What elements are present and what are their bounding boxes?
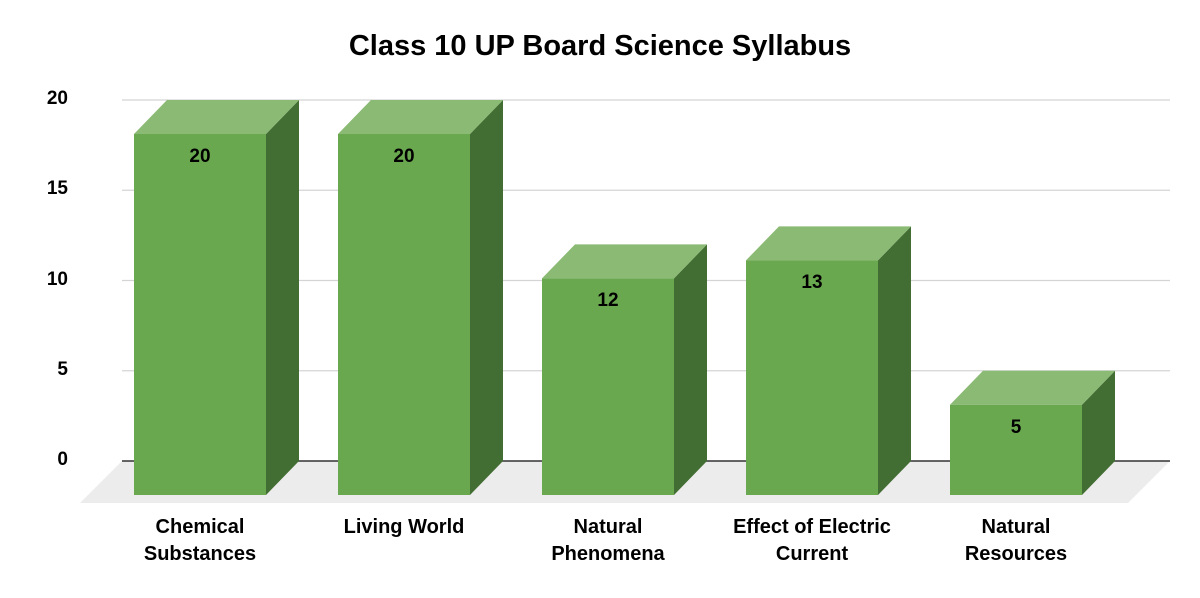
bar-value-label: 20	[189, 146, 211, 167]
x-category-label: Chemical Substances	[143, 516, 257, 565]
y-tick-label: 5	[57, 358, 68, 380]
bar-value-label: 12	[597, 290, 619, 312]
bar	[950, 370, 1115, 495]
chart-title: Class 10 UP Board Science Syllabus	[348, 30, 852, 62]
bar-front	[950, 404, 1082, 495]
bar-side	[674, 244, 707, 495]
bar-top	[338, 100, 503, 134]
y-tick-label: 20	[46, 88, 68, 109]
bar-value-label: 13	[801, 272, 823, 294]
bar-side	[266, 100, 299, 495]
bar-value-label: 5	[1010, 416, 1022, 438]
bar-front	[134, 134, 266, 495]
bar-front	[338, 134, 470, 495]
x-category-label: Effect of Electric Current	[733, 516, 891, 565]
bar	[746, 226, 911, 495]
y-tick-label: 15	[46, 178, 68, 200]
bar-side	[878, 226, 911, 495]
bar-value-label: 20	[393, 146, 415, 167]
bar-front	[542, 278, 674, 495]
bar	[134, 100, 299, 495]
x-category-label: Natural Phenomena	[551, 516, 665, 565]
bar-top	[746, 226, 911, 261]
bar-top	[134, 100, 299, 134]
bar	[542, 244, 707, 495]
bar-top	[542, 244, 707, 279]
y-tick-label: 0	[57, 449, 68, 470]
bar-top	[950, 370, 1115, 405]
x-category-label: Natural Resources	[964, 516, 1068, 565]
bar-front	[746, 260, 878, 495]
x-category-label: Living World	[343, 516, 465, 538]
bar	[338, 100, 503, 495]
bars	[134, 100, 1115, 495]
y-tick-label: 10	[46, 268, 68, 290]
bar-side	[1082, 370, 1115, 495]
bar-side	[470, 100, 503, 495]
